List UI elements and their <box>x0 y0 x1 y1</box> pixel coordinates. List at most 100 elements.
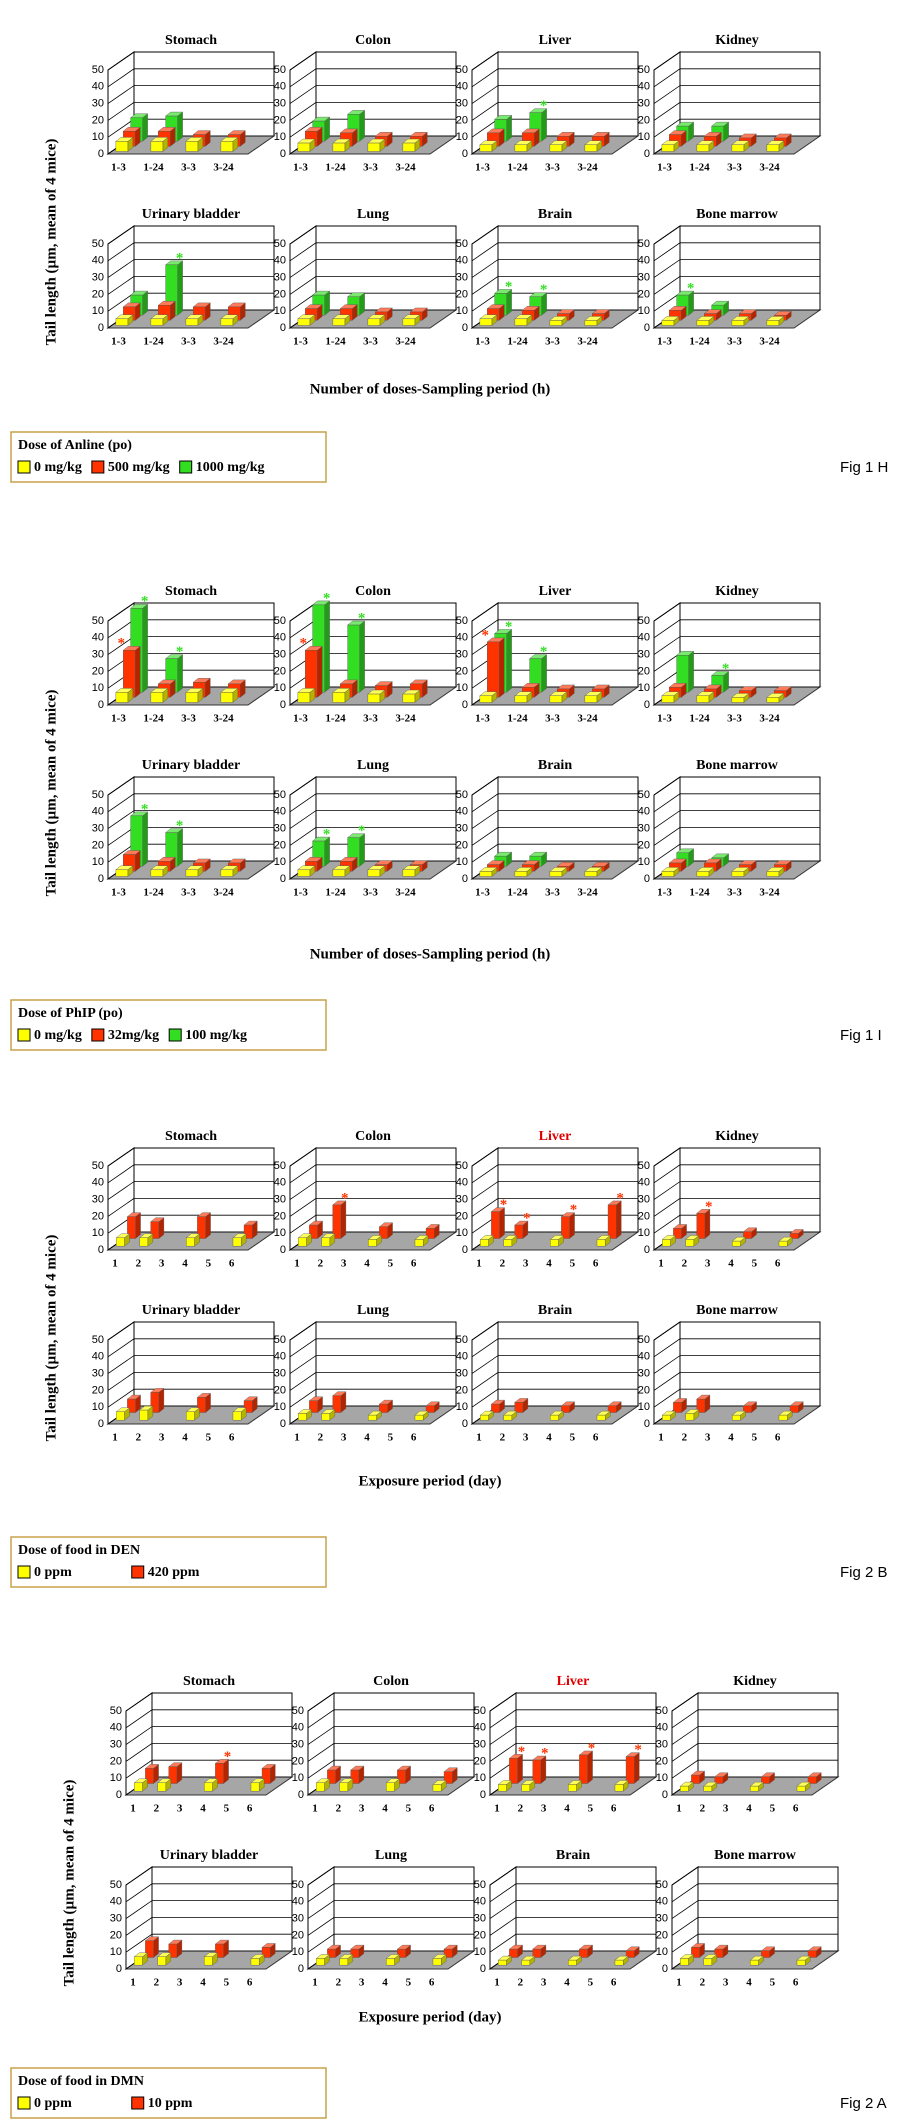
y-tick-label: 10 <box>456 305 468 317</box>
y-tick-label: 0 <box>280 322 286 334</box>
bar <box>521 1780 536 1792</box>
x-tick-label: 5 <box>570 1432 576 1444</box>
y-tick-label: 40 <box>292 1722 304 1734</box>
x-tick-label: 3 <box>341 1258 347 1270</box>
y-tick-label: 0 <box>462 873 468 885</box>
bar-side <box>317 645 323 698</box>
bar-front <box>379 1403 388 1413</box>
grid-line <box>471 619 638 639</box>
bar <box>596 1235 611 1247</box>
x-tick-label: 6 <box>593 1432 599 1444</box>
y-tick-label: 30 <box>274 649 286 661</box>
bar <box>297 138 316 152</box>
x-tick-label: 3 <box>341 1432 347 1444</box>
panel-title: Bone marrow <box>714 1848 797 1863</box>
grid-line <box>653 776 820 796</box>
significance-mark: * <box>616 1190 624 1206</box>
x-tick-label: 4 <box>200 1803 206 1815</box>
y-tick-label: 20 <box>456 1384 468 1396</box>
x-tick-label: 6 <box>793 1803 799 1815</box>
panel-title: Stomach <box>165 584 217 599</box>
bar-side <box>135 645 141 698</box>
bar <box>696 315 715 326</box>
y-tick-label: 10 <box>656 1772 668 1784</box>
bar <box>126 1212 142 1239</box>
y-tick-label: 10 <box>292 1946 304 1958</box>
bar-side <box>688 650 694 693</box>
significance-mark: * <box>341 1190 349 1206</box>
bar <box>532 1944 547 1958</box>
bar <box>332 1391 347 1413</box>
bar <box>150 136 169 152</box>
x-tick-label: 4 <box>728 1432 734 1444</box>
bar <box>402 138 421 152</box>
y-tick-label: 30 <box>110 1739 122 1751</box>
x-tick-label: 3 <box>159 1432 165 1444</box>
x-tick-label: 1-3 <box>475 162 490 174</box>
significance-mark: * <box>358 823 366 839</box>
y-tick-label: 0 <box>662 1789 668 1801</box>
bar-side <box>499 637 505 698</box>
back-wall <box>133 225 275 311</box>
panel-title: Liver <box>539 584 572 599</box>
grid-line <box>471 776 638 796</box>
bar-side <box>506 114 512 142</box>
bar <box>596 1410 611 1421</box>
back-wall <box>151 1866 293 1952</box>
back-wall <box>697 1866 839 1952</box>
x-tick-label: 1-3 <box>293 162 308 174</box>
y-tick-label: 10 <box>110 1772 122 1784</box>
y-tick-label: 10 <box>456 1227 468 1239</box>
y-tick-label: 20 <box>292 1929 304 1941</box>
panel-title: Liver <box>539 33 572 48</box>
back-wall <box>679 1321 821 1407</box>
x-tick-label: 3-3 <box>363 162 378 174</box>
x-tick-label: 6 <box>611 1803 617 1815</box>
y-tick-label: 50 <box>274 1160 286 1172</box>
bar <box>315 1954 331 1966</box>
grid-line <box>671 1933 838 1953</box>
bar-front <box>521 1959 531 1966</box>
y-tick-label: 30 <box>474 1913 486 1925</box>
bar <box>126 1394 142 1413</box>
x-tick-label: 4 <box>546 1432 552 1444</box>
legend-swatch <box>131 2096 145 2110</box>
bar <box>425 1224 440 1239</box>
bar <box>402 865 421 877</box>
bar <box>185 865 204 877</box>
y-tick-label: 50 <box>638 238 650 250</box>
bar <box>714 1772 729 1784</box>
y-tick-label: 40 <box>456 806 468 818</box>
bar <box>584 315 603 326</box>
back-wall <box>133 602 275 688</box>
y-tick-label: 40 <box>92 806 104 818</box>
legend-label: 0 ppm <box>34 1565 72 1580</box>
bar-front <box>479 695 493 703</box>
grid-line <box>107 1321 274 1341</box>
bar-front <box>498 1959 507 1966</box>
y-tick-label: 0 <box>462 148 468 160</box>
grid-line <box>107 776 274 796</box>
bar-front <box>250 1958 260 1966</box>
legend-label: 1000 mg/kg <box>196 460 265 475</box>
bar-front <box>549 695 563 703</box>
x-tick-label: 1-3 <box>657 336 672 348</box>
back-wall <box>679 225 821 311</box>
grid-line <box>107 602 274 622</box>
panel-title: Colon <box>355 584 391 599</box>
bar <box>443 1767 458 1784</box>
x-tick-label: 5 <box>206 1258 212 1270</box>
y-tick-label: 30 <box>456 823 468 835</box>
y-tick-label: 40 <box>274 81 286 93</box>
bar-front <box>150 692 164 703</box>
bar-front <box>662 1414 671 1421</box>
bar <box>367 1235 383 1247</box>
x-tick-label: 1-24 <box>689 336 710 348</box>
y-tick-label: 50 <box>292 1705 304 1717</box>
x-tick-label: 4 <box>382 1803 388 1815</box>
bar-front <box>186 1411 195 1421</box>
y-tick-label: 50 <box>92 1334 104 1346</box>
grid-line <box>653 602 820 622</box>
y-tick-label: 0 <box>280 699 286 711</box>
y-tick-label: 30 <box>456 649 468 661</box>
